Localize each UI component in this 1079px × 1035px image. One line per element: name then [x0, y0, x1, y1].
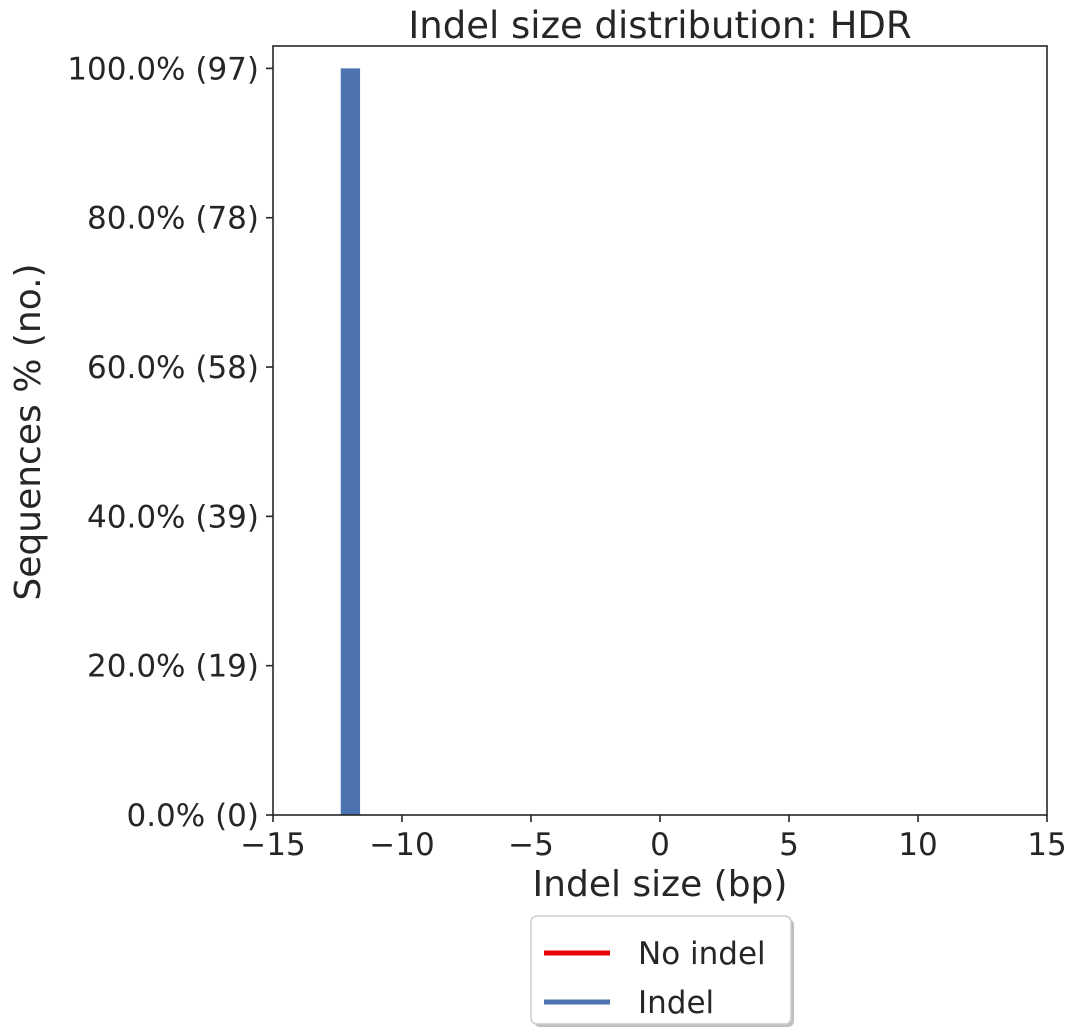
legend-box: [530, 915, 792, 1025]
x-tick-label: 15: [1027, 827, 1066, 863]
y-tick-label: 100.0% (97): [67, 51, 259, 87]
x-tick-label: 0: [650, 827, 670, 863]
x-axis-ticks: −15 −10 −5 0 5 10 15: [240, 815, 1067, 863]
x-tick-label: 10: [898, 827, 937, 863]
legend-label: No indel: [638, 936, 766, 972]
x-axis-label: Indel size (bp): [533, 864, 788, 905]
y-tick-label: 20.0% (19): [87, 649, 259, 685]
y-axis-label: Sequences % (no.): [8, 263, 49, 600]
bar-indel-0: [340, 68, 361, 815]
x-tick-label: −5: [508, 827, 554, 863]
y-tick-label: 40.0% (39): [87, 499, 259, 535]
x-tick-label: −10: [369, 827, 434, 863]
y-tick-label: 60.0% (58): [87, 350, 259, 386]
legend: No indel Indel: [530, 915, 794, 1027]
chart-title: Indel size distribution: HDR: [408, 4, 911, 47]
legend-label: Indel: [638, 985, 714, 1021]
x-tick-label: −15: [240, 827, 305, 863]
x-tick-label: 5: [779, 827, 799, 863]
y-axis-ticks: 0.0% (0) 20.0% (19) 40.0% (39) 60.0% (58) 80…: [67, 51, 273, 834]
plot-area: [272, 45, 1048, 816]
y-tick-label: 0.0% (0): [126, 798, 259, 834]
y-tick-label: 80.0% (78): [87, 201, 259, 237]
plot-frame: [272, 45, 1048, 816]
